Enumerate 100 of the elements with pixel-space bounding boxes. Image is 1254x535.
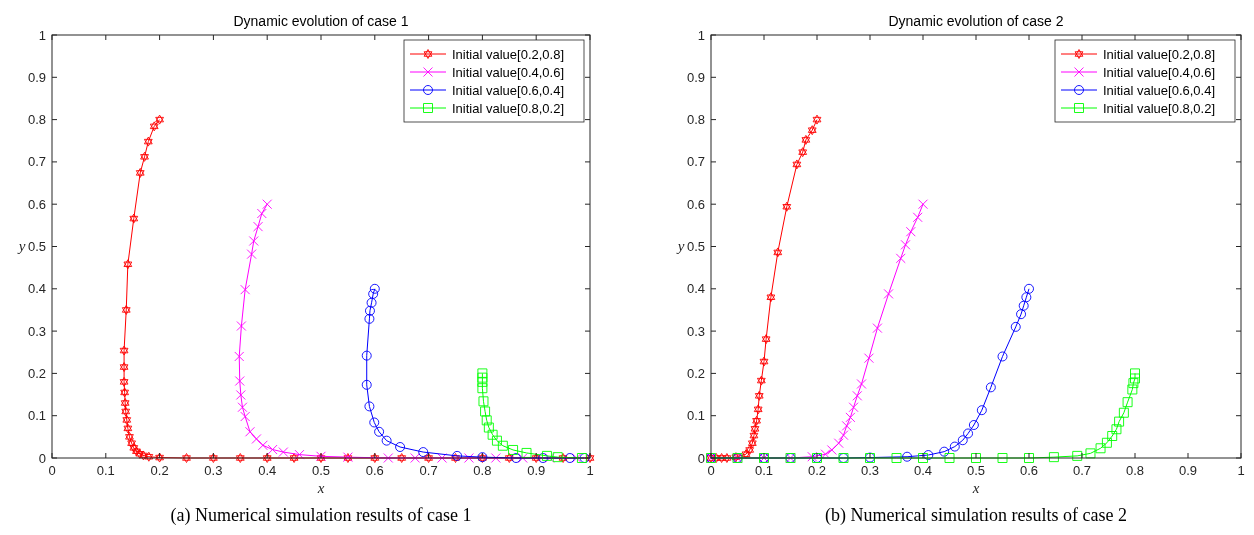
point	[365, 305, 375, 316]
legend-label: Initial value[0.4,0.6]	[1103, 64, 1216, 80]
point	[944, 453, 955, 463]
y-tick-label: 0.2	[27, 365, 46, 381]
point	[374, 426, 385, 437]
point	[504, 453, 514, 463]
point	[477, 376, 488, 387]
legend-label: Initial value[0.4,0.6]	[452, 64, 565, 80]
point	[119, 345, 129, 356]
point	[1085, 448, 1096, 459]
point	[782, 201, 792, 212]
point	[119, 376, 129, 387]
point	[368, 288, 379, 299]
point	[129, 442, 139, 453]
point	[900, 239, 911, 250]
point	[798, 147, 808, 158]
x-tick-label: 0.7	[419, 463, 438, 478]
point	[240, 284, 251, 295]
point	[267, 444, 278, 455]
point	[747, 438, 757, 449]
x-axis-title: x	[971, 480, 980, 496]
point	[139, 450, 148, 461]
x-tick-label: 0.3	[860, 463, 880, 478]
point	[155, 452, 164, 463]
text: (b) Numerical simulation results of case 2	[825, 505, 1127, 526]
x-tick-label: 0	[48, 463, 56, 478]
point	[863, 353, 874, 364]
point	[397, 453, 407, 463]
x-tick-label: 0.1	[96, 463, 115, 478]
point	[245, 426, 255, 437]
y-tick-label: 0.1	[27, 408, 46, 424]
point	[749, 430, 759, 441]
x-tick-label: 0.7	[1072, 463, 1092, 478]
point	[253, 221, 263, 232]
point	[759, 356, 769, 367]
chart-title: Dynamic evolution of case 1	[233, 13, 409, 29]
x-tick-label: 0.4	[258, 463, 277, 478]
y-tick-label: 0	[38, 450, 46, 466]
point	[234, 376, 245, 386]
point	[895, 253, 906, 264]
y-axis-title: y	[675, 237, 685, 254]
point	[754, 390, 764, 401]
point	[256, 208, 267, 219]
point	[257, 440, 268, 451]
point	[235, 390, 246, 400]
x-tick-label: 0.4	[913, 463, 933, 478]
point	[833, 438, 844, 449]
y-tick-label: 0.3	[686, 323, 705, 339]
point	[497, 440, 508, 451]
point	[1095, 443, 1106, 454]
legend-label: Initial value[0.2,0.8]	[452, 46, 565, 62]
y-tick-label: 0.5	[27, 239, 46, 254]
legend-label: Initial value[0.6,0.4]	[1103, 82, 1216, 98]
y-axis-title: y	[16, 237, 26, 254]
point	[1127, 384, 1138, 395]
point	[752, 415, 761, 426]
point	[383, 453, 394, 463]
point	[552, 452, 563, 463]
point	[807, 125, 817, 136]
point	[852, 390, 863, 401]
point	[155, 114, 164, 125]
point	[149, 121, 159, 132]
point	[968, 420, 979, 430]
x-tick-label: 0.6	[1019, 463, 1039, 478]
point	[997, 351, 1008, 362]
x-tick-label: 0.9	[1178, 463, 1198, 478]
point	[120, 398, 130, 408]
point	[234, 351, 245, 362]
y-tick-label: 0.1	[686, 408, 705, 424]
y-tick-label: 0.4	[686, 281, 705, 297]
point	[997, 453, 1008, 463]
chart-title: Dynamic evolution of case 2	[888, 13, 1064, 29]
point	[511, 453, 521, 463]
x-tick-label: 0.2	[150, 463, 169, 478]
y-tick-label: 0.6	[27, 196, 46, 212]
point	[410, 453, 421, 463]
point	[364, 313, 375, 324]
legend-label: Initial value[0.8,0.2]	[1103, 100, 1216, 116]
point	[845, 412, 856, 423]
point	[773, 247, 783, 258]
point	[1021, 292, 1032, 303]
legend-label: Initial value[0.6,0.4]	[452, 82, 565, 98]
point	[369, 417, 380, 428]
point	[135, 448, 145, 459]
point	[856, 379, 867, 389]
x-tick-label: 0.8	[473, 463, 492, 478]
point	[237, 402, 248, 413]
x-tick-label: 1	[1237, 463, 1245, 478]
point	[140, 151, 149, 162]
point	[418, 447, 429, 458]
point	[807, 451, 818, 462]
point	[236, 321, 247, 331]
y-tick-label: 0.8	[27, 112, 46, 128]
x-tick-label: 0.5	[966, 463, 986, 478]
point	[912, 212, 923, 223]
point	[717, 453, 726, 463]
point	[585, 453, 595, 463]
x-tick-label: 0.8	[1125, 463, 1145, 478]
point	[119, 362, 129, 372]
point	[132, 446, 141, 457]
